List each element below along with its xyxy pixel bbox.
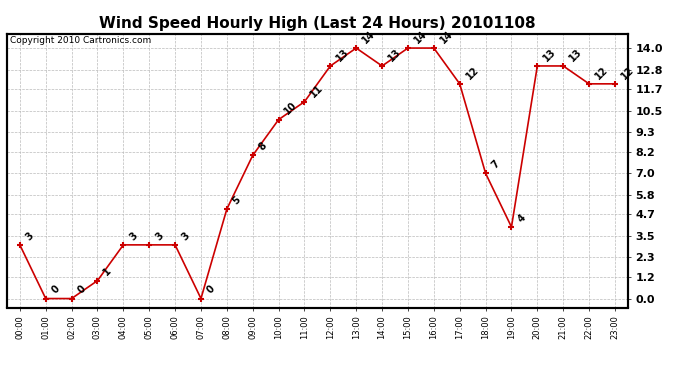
Text: 13: 13: [542, 46, 558, 63]
Text: 3: 3: [153, 230, 165, 242]
Title: Wind Speed Hourly High (Last 24 Hours) 20101108: Wind Speed Hourly High (Last 24 Hours) 2…: [99, 16, 535, 31]
Text: 14: 14: [360, 28, 377, 45]
Text: 8: 8: [257, 141, 269, 153]
Text: Copyright 2010 Cartronics.com: Copyright 2010 Cartronics.com: [10, 36, 151, 45]
Text: 12: 12: [593, 64, 610, 81]
Text: 0: 0: [50, 284, 61, 296]
Text: 12: 12: [619, 64, 635, 81]
Text: 12: 12: [464, 64, 480, 81]
Text: 7: 7: [490, 159, 502, 171]
Text: 3: 3: [24, 230, 36, 242]
Text: 1: 1: [101, 266, 113, 278]
Text: 11: 11: [308, 82, 325, 99]
Text: 13: 13: [386, 46, 403, 63]
Text: 5: 5: [231, 195, 243, 206]
Text: 0: 0: [76, 284, 88, 296]
Text: 3: 3: [179, 230, 191, 242]
Text: 14: 14: [412, 28, 428, 45]
Text: 3: 3: [128, 230, 139, 242]
Text: 13: 13: [335, 46, 351, 63]
Text: 13: 13: [567, 46, 584, 63]
Text: 0: 0: [205, 284, 217, 296]
Text: 14: 14: [438, 28, 455, 45]
Text: 10: 10: [283, 100, 299, 117]
Text: 4: 4: [515, 212, 527, 224]
